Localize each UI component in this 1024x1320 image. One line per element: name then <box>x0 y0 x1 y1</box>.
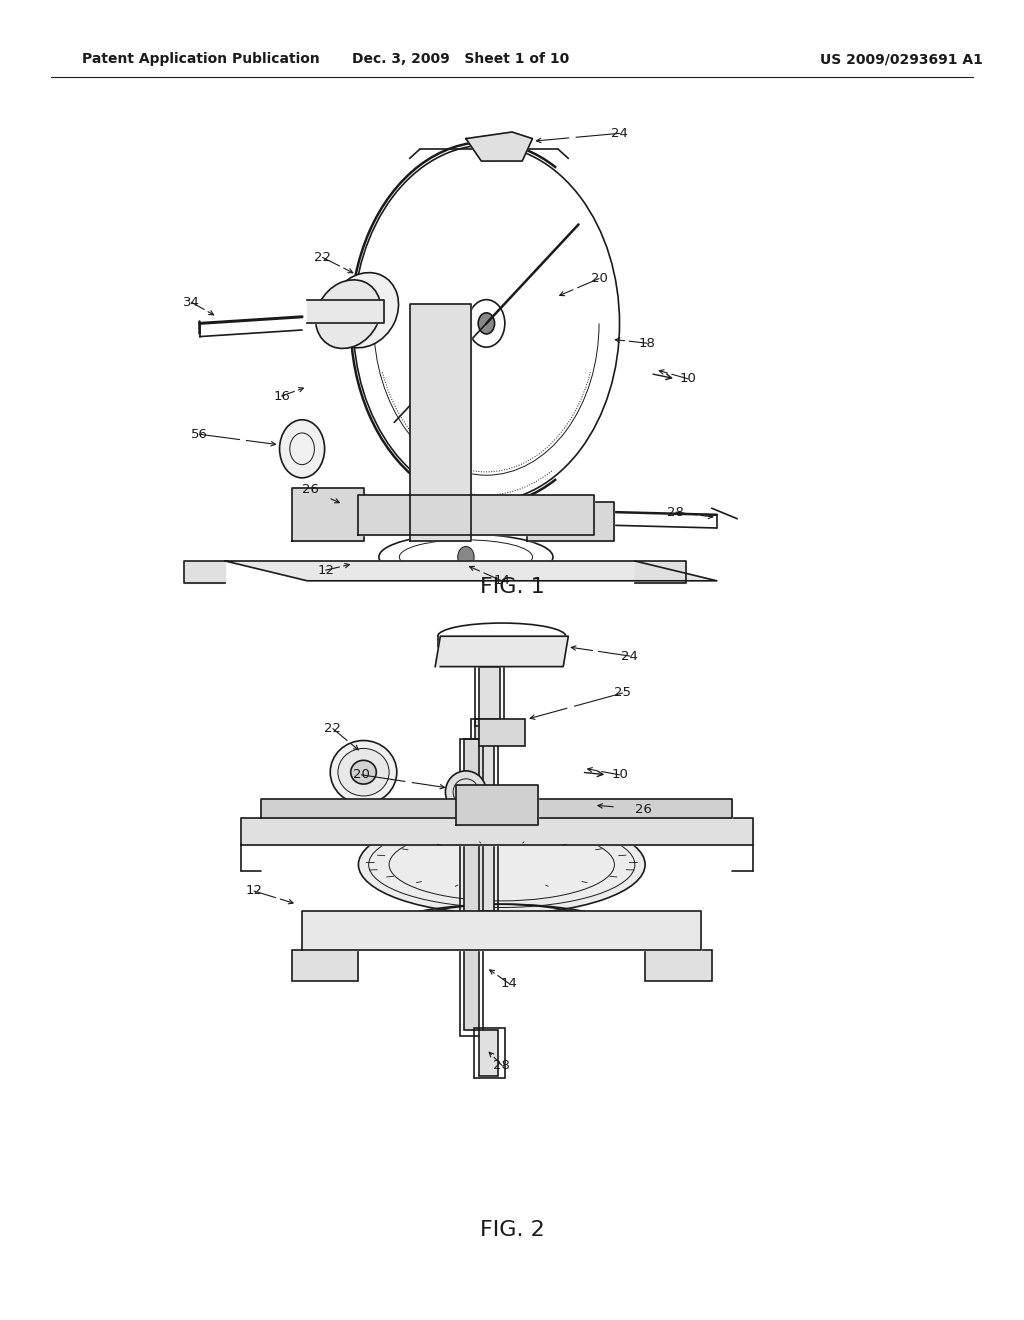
Polygon shape <box>635 561 686 583</box>
Ellipse shape <box>358 814 645 913</box>
Text: 20: 20 <box>591 272 607 285</box>
Circle shape <box>458 546 474 568</box>
Polygon shape <box>410 304 471 541</box>
Bar <box>645 950 712 981</box>
Ellipse shape <box>350 760 377 784</box>
Bar <box>479 667 500 719</box>
Text: US 2009/0293691 A1: US 2009/0293691 A1 <box>819 53 983 66</box>
Text: 24: 24 <box>611 127 628 140</box>
Polygon shape <box>225 561 717 581</box>
Text: 28: 28 <box>494 1059 510 1072</box>
Polygon shape <box>302 911 701 950</box>
Text: 16: 16 <box>494 791 510 804</box>
Text: Dec. 3, 2009   Sheet 1 of 10: Dec. 3, 2009 Sheet 1 of 10 <box>352 53 569 66</box>
Text: 10: 10 <box>680 372 696 385</box>
Polygon shape <box>292 488 364 541</box>
Bar <box>475 719 494 911</box>
Circle shape <box>478 313 495 334</box>
Text: 12: 12 <box>317 564 334 577</box>
Polygon shape <box>527 502 614 541</box>
Text: 34: 34 <box>183 296 200 309</box>
Bar <box>475 665 504 726</box>
Text: Patent Application Publication: Patent Application Publication <box>82 53 319 66</box>
Text: 10: 10 <box>611 768 628 781</box>
Polygon shape <box>184 561 225 583</box>
Text: 14: 14 <box>501 977 517 990</box>
Bar <box>353 805 384 814</box>
Text: 28: 28 <box>668 506 684 519</box>
Ellipse shape <box>338 748 389 796</box>
Text: 20: 20 <box>353 768 370 781</box>
Bar <box>696 805 727 814</box>
Ellipse shape <box>329 273 398 347</box>
Ellipse shape <box>330 741 396 804</box>
Text: 25: 25 <box>614 686 631 700</box>
Polygon shape <box>358 495 594 535</box>
Bar <box>464 792 476 818</box>
Text: 14: 14 <box>494 574 510 587</box>
Ellipse shape <box>445 771 486 813</box>
Bar <box>492 792 504 818</box>
Text: 12: 12 <box>246 884 262 898</box>
Polygon shape <box>435 636 568 667</box>
Text: 22: 22 <box>314 251 331 264</box>
Text: 24: 24 <box>622 649 638 663</box>
Text: 56: 56 <box>191 428 208 441</box>
Text: FIG. 2: FIG. 2 <box>479 1220 545 1241</box>
Bar <box>292 950 358 981</box>
Text: 18: 18 <box>639 337 655 350</box>
Polygon shape <box>466 132 532 161</box>
Bar <box>464 739 479 1030</box>
Text: 26: 26 <box>302 483 318 496</box>
Polygon shape <box>241 818 753 845</box>
Text: 16: 16 <box>273 389 290 403</box>
Ellipse shape <box>315 280 381 348</box>
Polygon shape <box>456 785 538 825</box>
Text: FIG. 1: FIG. 1 <box>479 577 545 598</box>
Bar <box>479 1030 498 1076</box>
Bar <box>479 719 525 746</box>
Bar <box>471 719 498 911</box>
Bar <box>640 805 671 814</box>
Bar <box>474 1028 505 1078</box>
Circle shape <box>280 420 325 478</box>
Polygon shape <box>261 799 732 818</box>
Bar <box>297 805 328 814</box>
Text: 26: 26 <box>635 803 651 816</box>
Text: 22: 22 <box>325 722 341 735</box>
Polygon shape <box>307 300 384 323</box>
Bar <box>460 739 483 1036</box>
